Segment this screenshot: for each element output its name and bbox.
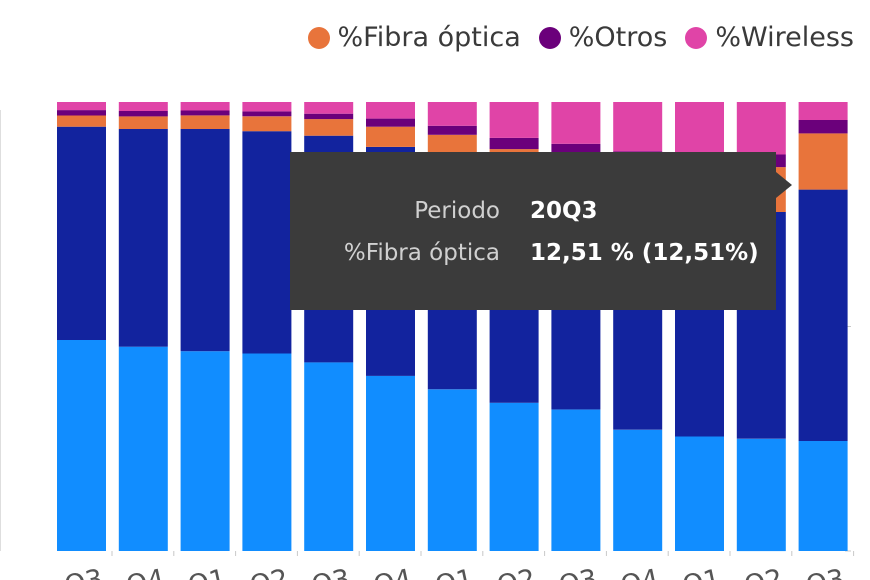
bar-20Q2--wireless: [736, 102, 786, 155]
bar-18Q2--wireless: [242, 102, 292, 112]
bar-18Q3-base-1: [304, 362, 354, 551]
bar-19Q3-base-1: [551, 409, 601, 551]
x-tick-label-20Q1: Q1: [680, 564, 724, 580]
bar-18Q2--fibra-ptica: [242, 116, 292, 132]
tooltip-series-label: %Fibra óptica: [343, 240, 500, 266]
bar-19Q4--wireless: [613, 102, 663, 152]
bar-20Q1--wireless: [675, 102, 724, 155]
x-tick-label-19Q2: Q2: [494, 564, 538, 580]
bar-18Q1--wireless: [180, 102, 230, 111]
bar-18Q1-base-1: [180, 351, 230, 551]
x-tick-label-17Q4: Q4: [124, 564, 168, 580]
bar-19Q1-base-1: [427, 389, 477, 551]
bar-18Q4--wireless: [366, 102, 415, 119]
legend-item-wireless[interactable]: %Wireless: [685, 22, 854, 53]
legend-dot-fibra: [307, 26, 330, 49]
bar-17Q3--wireless: [57, 102, 106, 111]
x-tick-label-18Q3: Q3: [309, 564, 353, 580]
bar-18Q3--otros: [304, 113, 354, 120]
bar-18Q1--otros: [180, 110, 230, 116]
tooltip-period-label: Periodo: [414, 198, 500, 224]
bar-19Q3--wireless: [551, 102, 601, 144]
x-tick-label-20Q3: Q3: [803, 564, 847, 580]
bar-18Q2--otros: [242, 111, 292, 117]
bar-19Q1--wireless: [427, 102, 477, 126]
x-tick-label-18Q4: Q4: [371, 564, 415, 580]
bar-18Q3--fibra-ptica: [304, 119, 354, 136]
legend-dot-wireless: [685, 26, 708, 49]
bar-17Q4-base-2: [118, 128, 168, 347]
x-tick-label-17Q3: Q3: [62, 564, 106, 580]
tooltip-arrow: [776, 172, 792, 198]
bar-17Q3--otros: [57, 110, 106, 116]
bar-20Q3-base-1: [798, 441, 848, 551]
bar-18Q4--otros: [366, 118, 415, 127]
bar-19Q2-base-1: [489, 402, 539, 551]
bar-20Q1-base-1: [675, 436, 724, 551]
bar-20Q3--otros: [798, 120, 848, 134]
x-tick-label-18Q1: Q1: [185, 564, 229, 580]
bar-19Q2--wireless: [489, 102, 539, 138]
bar-18Q1--fibra-ptica: [180, 115, 230, 129]
bar-17Q3--fibra-ptica: [57, 115, 106, 127]
tooltip-row-period: Periodo 20Q3: [290, 198, 776, 224]
legend-label-fibra: %Fibra óptica: [337, 22, 521, 53]
bar-18Q1-base-2: [180, 128, 230, 352]
legend-item-otros[interactable]: %Otros: [538, 22, 668, 53]
legend-item-fibra[interactable]: %Fibra óptica: [307, 22, 521, 53]
bar-18Q2-base-1: [242, 353, 292, 551]
legend: %Fibra óptica %Otros %Wireless: [307, 22, 854, 53]
x-tick-label-19Q1: Q1: [433, 564, 477, 580]
x-tick-label-18Q2: Q2: [247, 564, 291, 580]
x-tick-label-20Q2: Q2: [742, 564, 786, 580]
bar-17Q4-base-1: [118, 346, 168, 551]
bar-17Q4--fibra-ptica: [118, 116, 168, 129]
x-tick-label-19Q4: Q4: [618, 564, 662, 580]
legend-label-otros: %Otros: [568, 22, 668, 53]
bar-17Q3-base-2: [57, 126, 106, 340]
bar-18Q2-base-2: [242, 131, 292, 354]
legend-label-wireless: %Wireless: [715, 22, 854, 53]
bar-18Q4--fibra-ptica: [366, 126, 415, 147]
bar-18Q3--wireless: [304, 102, 354, 114]
bar-17Q3-base-1: [57, 340, 106, 551]
legend-dot-otros: [538, 26, 561, 49]
bar-19Q2--otros: [489, 137, 539, 150]
bar-19Q1--otros: [427, 125, 477, 135]
tooltip: Periodo 20Q3 %Fibra óptica 12,51 % (12,5…: [290, 152, 792, 310]
tooltip-row-value: %Fibra óptica 12,51 % (12,51%): [290, 240, 776, 266]
bar-19Q4-base-1: [613, 429, 663, 551]
bar-17Q4--wireless: [118, 102, 168, 111]
bar-18Q4-base-1: [366, 375, 415, 551]
x-tick-label-19Q3: Q3: [556, 564, 600, 580]
bar-20Q3--wireless: [798, 102, 848, 120]
bar-20Q3-base-2: [798, 189, 848, 441]
tooltip-period-value: 20Q3: [530, 198, 598, 224]
bar-17Q4--otros: [118, 111, 168, 117]
bar-20Q2-base-1: [736, 438, 786, 552]
bar-20Q3--fibra-ptica: [798, 133, 848, 190]
tooltip-series-value: 12,51 % (12,51%): [530, 240, 759, 266]
